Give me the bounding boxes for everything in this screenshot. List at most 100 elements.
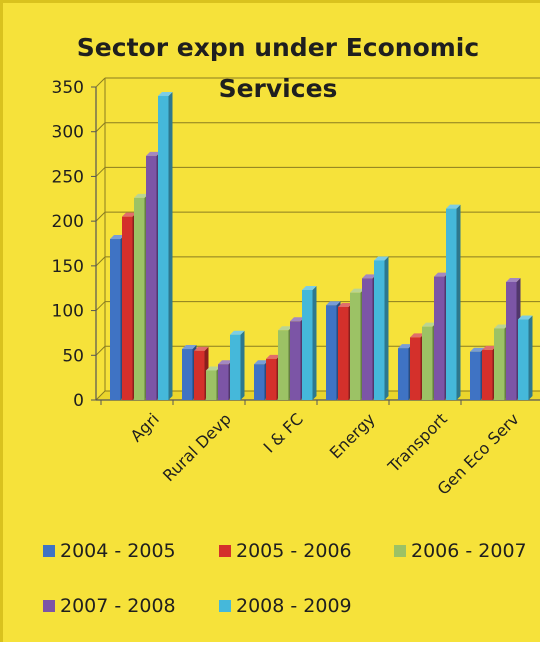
legend-swatch bbox=[219, 545, 231, 557]
bar-front bbox=[206, 370, 217, 400]
bar-2-4 bbox=[302, 286, 317, 400]
bar-top bbox=[230, 330, 245, 335]
bar-front bbox=[182, 349, 193, 400]
legend-item-1: 2005 - 2006 bbox=[219, 540, 352, 562]
bar-front bbox=[122, 216, 133, 400]
gridline-depth bbox=[95, 167, 106, 177]
y-tick-label: 100 bbox=[52, 302, 84, 322]
bar-top bbox=[206, 366, 221, 371]
x-category-label: Rural Devp bbox=[159, 409, 235, 485]
bar-top bbox=[182, 345, 197, 350]
bar-front bbox=[278, 330, 289, 400]
bar-side bbox=[384, 256, 389, 400]
bar-front bbox=[374, 260, 385, 400]
gridline-depth bbox=[95, 211, 106, 222]
bar-top bbox=[278, 326, 293, 331]
bar-front bbox=[362, 278, 373, 400]
bar-front bbox=[446, 208, 457, 400]
bar-top bbox=[266, 354, 281, 359]
legend-item-3: 2007 - 2008 bbox=[43, 595, 176, 617]
bar-front bbox=[218, 364, 229, 400]
gridline-depth bbox=[95, 390, 106, 401]
gridline-depth bbox=[95, 301, 106, 311]
bar-side bbox=[312, 286, 317, 400]
bar-front bbox=[398, 348, 409, 400]
bar-top bbox=[518, 315, 533, 320]
bar-top bbox=[470, 347, 485, 352]
y-tick-label: 300 bbox=[52, 123, 84, 143]
legend: 2004 - 2005 2005 - 2006 2006 - 2007 2007 - … bbox=[43, 540, 527, 617]
legend-label: 2006 - 2007 bbox=[411, 540, 527, 562]
bar-front bbox=[110, 239, 121, 400]
chart-title-line-1: Sector expn under Economic bbox=[77, 33, 479, 62]
plot-back-wall bbox=[105, 78, 540, 391]
bar-top bbox=[158, 91, 173, 96]
bar-front bbox=[434, 276, 445, 400]
bar-top bbox=[194, 346, 209, 351]
bar-top bbox=[494, 324, 509, 329]
y-tick-label: 0 bbox=[73, 391, 84, 411]
y-tick-label: 200 bbox=[52, 212, 84, 232]
legend-item-2: 2006 - 2007 bbox=[394, 540, 527, 562]
legend-label: 2005 - 2006 bbox=[236, 540, 352, 562]
bar-top bbox=[398, 344, 413, 349]
bar-top bbox=[482, 345, 497, 350]
bar-top bbox=[134, 193, 149, 198]
bar-top bbox=[338, 302, 353, 307]
bar-side bbox=[168, 91, 173, 400]
bar-front bbox=[422, 326, 433, 400]
y-tick-label: 250 bbox=[52, 167, 84, 187]
legend-label: 2007 - 2008 bbox=[60, 595, 176, 617]
bar-top bbox=[290, 317, 305, 322]
x-category-label: Transport bbox=[384, 409, 451, 476]
bar-front bbox=[506, 281, 517, 400]
y-tick-label: 50 bbox=[62, 346, 84, 366]
y-tick-label: 350 bbox=[52, 78, 84, 98]
legend-item-0: 2004 - 2005 bbox=[43, 540, 176, 562]
bar-layer bbox=[110, 91, 533, 400]
bar-side bbox=[528, 315, 533, 400]
bar-top bbox=[302, 286, 317, 291]
bar-5-4 bbox=[518, 315, 533, 400]
bar-top bbox=[146, 151, 161, 156]
bar-front bbox=[266, 358, 277, 400]
bar-top bbox=[326, 301, 341, 306]
bar-front bbox=[254, 364, 265, 400]
chart-title: Sector expn under Economic Services bbox=[77, 33, 479, 103]
legend-swatch bbox=[394, 545, 406, 557]
bar-top bbox=[350, 288, 365, 293]
legend-label: 2008 - 2009 bbox=[236, 595, 352, 617]
bar-front bbox=[302, 290, 313, 400]
gridline-depth bbox=[95, 256, 106, 267]
legend-label: 2004 - 2005 bbox=[60, 540, 176, 562]
bar-front bbox=[518, 319, 529, 400]
bar-top bbox=[218, 360, 233, 365]
gridline-depth bbox=[95, 345, 106, 356]
bar-top bbox=[374, 256, 389, 261]
bar-front bbox=[326, 305, 337, 400]
bar-side bbox=[240, 330, 245, 400]
bar-front bbox=[134, 197, 145, 400]
bar-top bbox=[446, 204, 461, 209]
bar-top bbox=[410, 333, 425, 338]
bar-front bbox=[194, 350, 205, 400]
x-category-label: Energy bbox=[326, 409, 379, 462]
bar-front bbox=[410, 337, 421, 400]
legend-item-4: 2008 - 2009 bbox=[219, 595, 352, 617]
bar-1-4 bbox=[230, 330, 245, 400]
bar-top bbox=[506, 277, 521, 282]
bar-front bbox=[290, 321, 301, 400]
bar-front bbox=[494, 328, 505, 400]
bar-0-4 bbox=[158, 91, 173, 400]
grid-layer bbox=[95, 77, 540, 401]
bar-top bbox=[434, 272, 449, 277]
bar-top bbox=[362, 274, 377, 279]
y-tick-label: 150 bbox=[52, 257, 84, 277]
gridline-depth bbox=[95, 77, 106, 88]
x-category-label: I & FC bbox=[260, 409, 307, 456]
x-category-label: Agri bbox=[127, 409, 163, 445]
legend-swatch bbox=[43, 545, 55, 557]
bar-front bbox=[350, 292, 361, 400]
